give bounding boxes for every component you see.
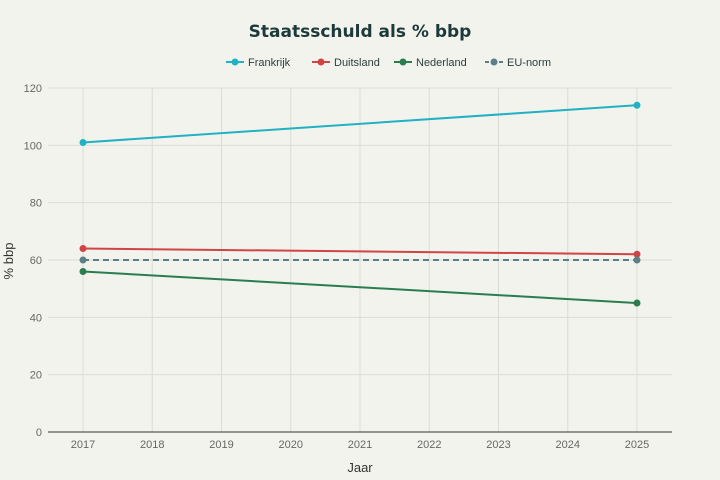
series-line-duitsland — [82, 247, 638, 256]
y-tick-label: 100 — [24, 140, 42, 152]
data-point-duitsland — [633, 250, 641, 258]
y-tick-label: 80 — [30, 198, 42, 210]
series-line-nederland — [82, 270, 638, 304]
x-axis-title: Jaar — [347, 460, 373, 475]
legend-label: Nederland — [416, 57, 467, 69]
legend-item-frankrijk: Frankrijk — [226, 57, 291, 69]
legend-marker — [490, 58, 498, 66]
x-tick-label: 2020 — [279, 439, 303, 451]
y-tick-label: 120 — [24, 83, 42, 95]
series-line-frankrijk — [82, 104, 638, 144]
data-point-nederland — [633, 299, 641, 307]
x-tick-label: 2021 — [348, 439, 372, 451]
data-point-duitsland — [79, 245, 87, 253]
x-tick-label: 2023 — [486, 439, 510, 451]
legend-marker — [231, 58, 239, 66]
legend-marker — [399, 58, 407, 66]
y-axis-ticks: 0 20 40 60 80 100 120 — [24, 83, 42, 439]
legend-item-eu-norm: EU-norm — [485, 57, 551, 69]
x-axis-ticks: 2017 2018 2019 2020 2021 2022 2023 2024 2025 — [71, 439, 649, 451]
legend-marker — [317, 58, 325, 66]
x-tick-label: 2017 — [71, 439, 95, 451]
y-axis-title: % bbp — [1, 243, 16, 280]
chart-title: Staatsschuld als % bbp — [249, 22, 472, 42]
data-point-frankrijk — [633, 101, 641, 109]
data-point-eu-norm — [633, 256, 641, 264]
data-point-nederland — [79, 267, 87, 275]
x-tick-label: 2025 — [625, 439, 649, 451]
legend-label: EU-norm — [507, 57, 551, 69]
x-tick-label: 2022 — [417, 439, 441, 451]
x-tick-label: 2018 — [140, 439, 164, 451]
y-tick-label: 40 — [30, 312, 42, 324]
y-tick-label: 60 — [30, 255, 42, 267]
legend-label: Frankrijk — [248, 57, 291, 69]
legend: Frankrijk Duitsland Nederland EU-norm — [226, 57, 551, 69]
data-point-eu-norm — [79, 256, 87, 264]
data-point-frankrijk — [79, 138, 87, 146]
legend-label: Duitsland — [334, 57, 380, 69]
y-tick-label: 0 — [36, 427, 42, 439]
x-tick-label: 2024 — [556, 439, 580, 451]
series-group — [79, 101, 641, 307]
x-tick-label: 2019 — [209, 439, 233, 451]
legend-item-nederland: Nederland — [394, 57, 467, 69]
y-tick-label: 20 — [30, 370, 42, 382]
legend-item-duitsland: Duitsland — [312, 57, 380, 69]
